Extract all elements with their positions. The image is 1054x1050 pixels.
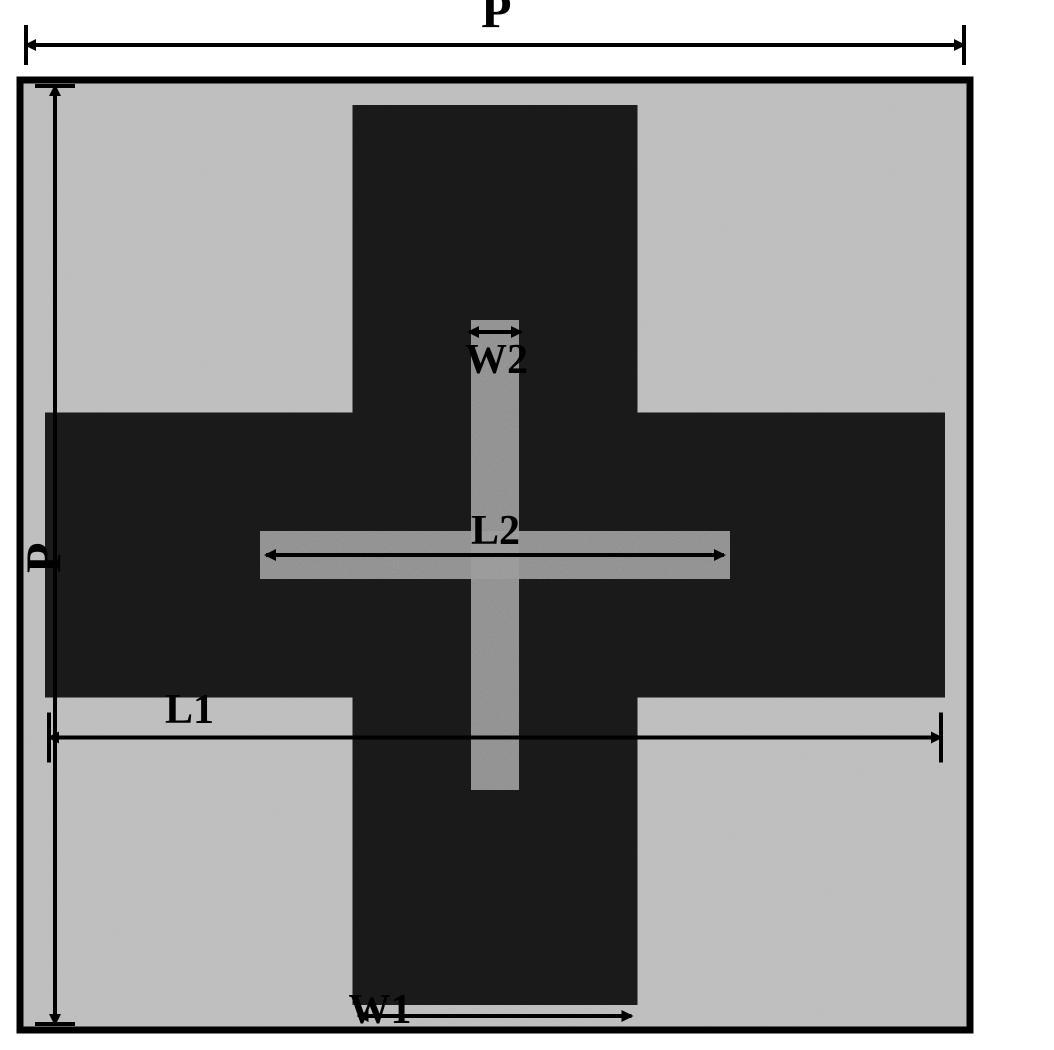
label-W1: W1 <box>349 986 412 1034</box>
label-L2: L2 <box>471 507 520 555</box>
label-W2: W2 <box>465 336 528 384</box>
diagram-svg <box>0 0 1054 1050</box>
diagram-stage: P P L1 W1 L2 W2 <box>0 0 1054 1050</box>
label-P-left: P <box>14 542 72 573</box>
label-P-top: P <box>481 0 512 39</box>
label-L1: L1 <box>165 686 214 734</box>
